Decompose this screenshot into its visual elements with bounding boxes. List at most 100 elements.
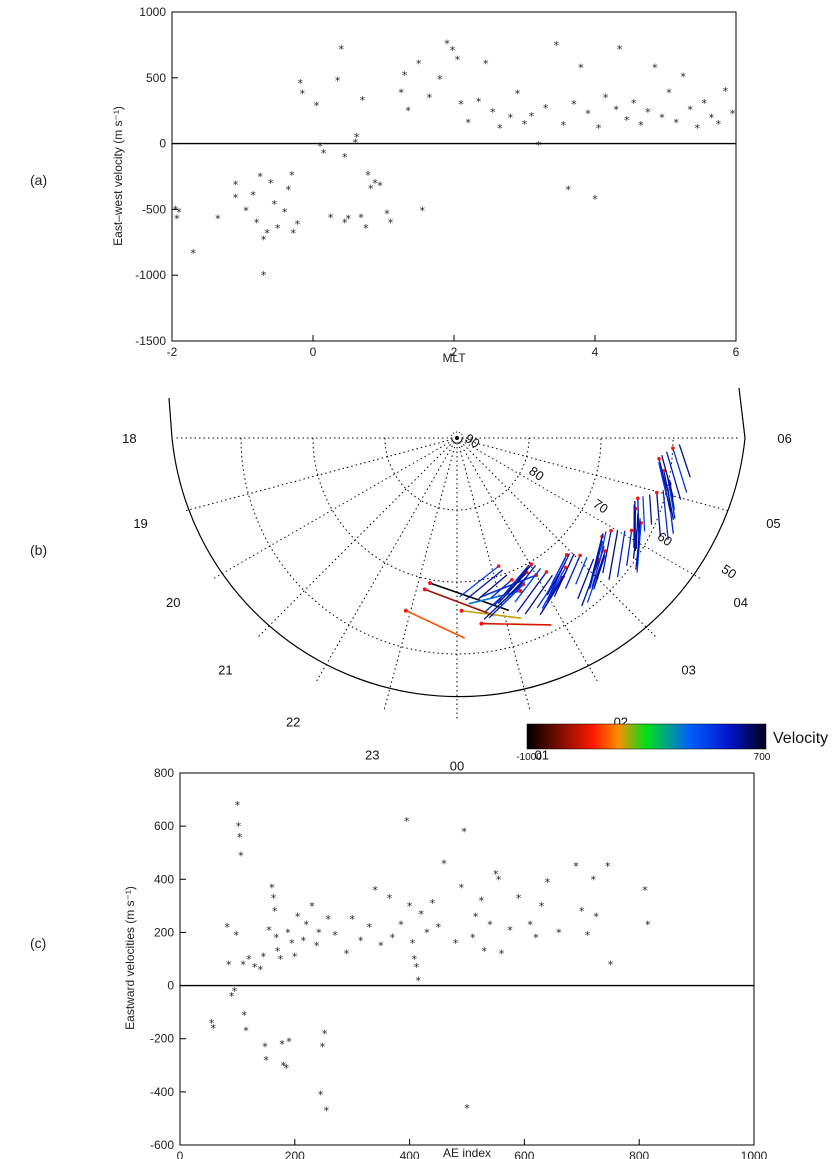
latitude-circle [240,437,674,655]
velocity-vector [483,584,521,620]
chart-a-point: * [250,189,256,202]
chart-a-point: * [543,102,549,115]
velocity-vector [480,574,537,598]
mlt-label: 05 [766,516,780,531]
vector-origin [662,468,666,473]
vector-origin [563,565,568,570]
chart-c-point: * [407,900,413,913]
chart-a-point: * [680,70,686,83]
chart-c-point: * [367,921,373,934]
velocity-vector [553,553,575,598]
chart-a-x-tick-label: 0 [310,345,317,359]
latitude-label: 90 [462,431,482,452]
chart-c-point: * [236,820,242,833]
chart-a-point: * [508,111,514,124]
velocity-vector [648,494,653,525]
chart-a-y-axis-label: East–west velocity (m s⁻¹) [111,106,125,246]
chart-a-point: * [365,169,371,182]
chart-a-point: * [254,217,260,230]
chart-c-point: * [591,873,597,886]
velocity-vector [661,455,674,498]
velocity-vector [678,444,691,478]
chart-a-point: * [233,178,239,191]
chart-c-point: * [436,921,442,934]
mlt-spoke [456,437,729,512]
chart-c-point: * [274,932,280,945]
chart-a-point: * [536,139,542,152]
chart-c-point: * [278,953,284,966]
chart-a-point: * [645,106,651,119]
chart-a-point: * [476,95,482,108]
chart-a-point: * [730,107,736,120]
chart-a-point: * [673,117,679,130]
chart-a-point: * [596,122,602,135]
chart-a-point: * [368,182,374,195]
chart-c-point: * [232,985,238,998]
velocity-vector [663,470,675,520]
velocity-vector [658,458,668,489]
chart-c-point: * [238,849,244,862]
chart-a-point: * [295,218,301,231]
chart-a-point: * [321,147,327,160]
chart-c-ticks: 0 200 400 600 800 1000 800 600 400 200 0 -200 -400 -6… [150,766,768,1159]
chart-a-point: * [289,169,295,182]
chart-c-point: * [593,910,599,923]
chart-a-point: * [444,38,450,51]
vector-origin [657,456,661,461]
chart-c-point: * [209,1017,215,1030]
chart-a-point: * [176,206,182,219]
velocity-colorbar [526,723,767,750]
chart-c-point: * [390,932,396,945]
outer-boundary [168,387,746,698]
chart-c-point: * [246,953,252,966]
chart-c-point: * [229,990,235,1003]
chart-c-point: * [430,897,436,910]
velocity-vector [593,555,606,590]
chart-c-point: * [642,884,648,897]
mlt-spoke [456,437,598,682]
chart-c-point: * [459,881,465,894]
mlt-label: 03 [681,663,695,678]
chart-a-point: * [578,61,584,74]
chart-a-point: * [338,43,344,56]
chart-c-point: * [292,950,298,963]
chart-c-point: * [322,1027,328,1040]
chart-c-point: * [344,948,350,961]
velocity-vector [547,553,571,599]
velocity-vector [662,490,669,541]
mlt-label: 06 [777,431,791,446]
chart-a-point: * [702,97,708,110]
chart-a-point: * [342,217,348,230]
chart-a-point: * [666,86,672,99]
velocity-vector [498,581,526,609]
chart-a-y-tick-label: 500 [146,71,166,85]
chart-c-y-tick-label: -200 [150,1032,174,1046]
vector-origin [422,587,427,592]
velocity-vector [465,569,503,601]
chart-a-point: * [420,205,426,218]
chart-a-point: * [659,111,665,124]
colorbar-max-label: 700 [754,752,771,763]
chart-c-point: * [461,825,467,838]
chart-c-point: * [243,1025,249,1038]
chart-a-point: * [687,103,693,116]
chart-a-point: * [427,92,433,105]
chart-a-point: * [317,140,323,153]
chart-a-point: * [437,73,443,86]
chart-a-point: * [360,94,366,107]
chart-c-point: * [415,974,421,987]
mlt-spoke [185,437,458,512]
latitude-label: 50 [719,561,739,582]
latitude-label: 60 [655,529,675,550]
chart-a-point: * [358,211,364,224]
chart-c-point: * [275,945,281,958]
chart-c-point: * [314,940,320,953]
chart-a-point: * [624,114,630,127]
chart-a-point: * [377,180,383,193]
chart-a-point: * [416,57,422,70]
panel-label-b: (b) [30,542,47,558]
chart-a-point: * [490,106,496,119]
chart-c-point: * [556,926,562,939]
chart-a-point: * [335,74,341,87]
chart-c-point: * [496,873,502,886]
